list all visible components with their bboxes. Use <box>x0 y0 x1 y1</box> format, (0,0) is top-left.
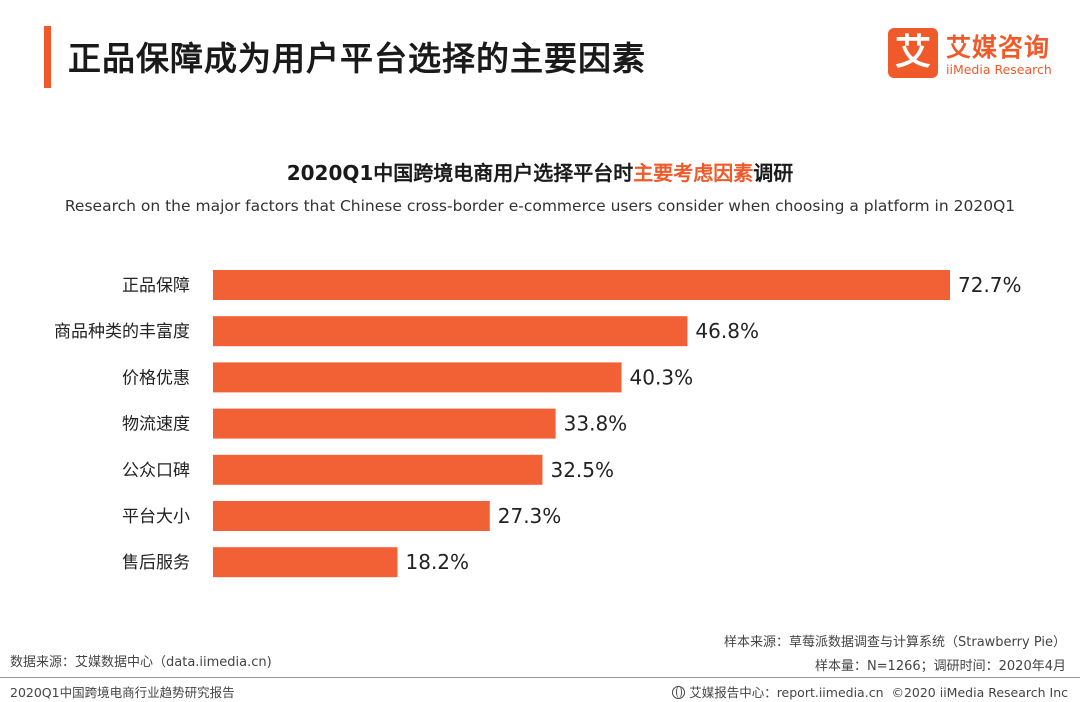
footer-divider <box>0 677 1080 678</box>
value-label: 40.3% <box>630 365 694 389</box>
chart-title-highlight: 主要考虑因素 <box>633 161 754 185</box>
report-center: 艾媒报告中心：report.iimedia.cn <box>689 685 884 700</box>
value-label: 32.5% <box>550 458 614 482</box>
category-label: 平台大小 <box>122 507 190 527</box>
value-label: 33.8% <box>564 412 628 436</box>
category-label: 正品保障 <box>122 276 190 296</box>
value-label: 27.3% <box>498 504 562 528</box>
brand-logo: 艾 艾媒咨询 iiMedia Research <box>888 28 1068 82</box>
data-source: 数据来源：艾媒数据中心（data.iimedia.cn) <box>10 655 272 670</box>
report-name: 2020Q1中国跨境电商行业趋势研究报告 <box>10 685 235 700</box>
page-title: 正品保障成为用户平台选择的主要因素 <box>68 39 646 78</box>
logo-cn-text: 艾媒咨询 <box>946 33 1051 62</box>
category-label: 价格优惠 <box>122 368 190 388</box>
bar <box>213 316 688 347</box>
category-label: 物流速度 <box>122 415 190 435</box>
value-label: 46.8% <box>695 319 759 343</box>
value-label: 72.7% <box>958 273 1022 297</box>
chart-title: 2020Q1中国跨境电商用户选择平台时主要考虑因素调研 <box>0 157 1080 186</box>
globe-icon <box>672 686 686 699</box>
category-label: 商品种类的丰富度 <box>54 322 190 342</box>
bar <box>213 454 543 485</box>
chart-title-prefix: 2020Q1中国跨境电商用户选择平台时 <box>286 161 634 185</box>
bar <box>213 408 556 439</box>
category-label: 售后服务 <box>122 553 190 573</box>
bar <box>213 270 950 300</box>
chart-subtitle: Research on the major factors that Chine… <box>64 197 1016 215</box>
bar <box>213 362 622 393</box>
footer-right: 艾媒报告中心：report.iimedia.cn ©2020 iiMedia R… <box>672 682 1068 701</box>
category-label: 公众口碑 <box>122 461 190 481</box>
bar <box>213 547 398 578</box>
logo-en-text: iiMedia Research <box>946 62 1052 77</box>
chart-title-suffix: 调研 <box>753 161 794 185</box>
sample-source: 样本来源：草莓派数据调查与计算系统（Strawberry Pie） <box>724 635 1066 650</box>
sample-size: 样本量：N=1266；调研时间：2020年4月 <box>814 659 1066 674</box>
title-accent-bar <box>44 26 51 88</box>
bar <box>213 501 490 531</box>
value-label: 18.2% <box>406 550 470 574</box>
logo-icon: 艾 <box>888 28 938 78</box>
copyright: ©2020 iiMedia Research Inc <box>891 685 1068 700</box>
